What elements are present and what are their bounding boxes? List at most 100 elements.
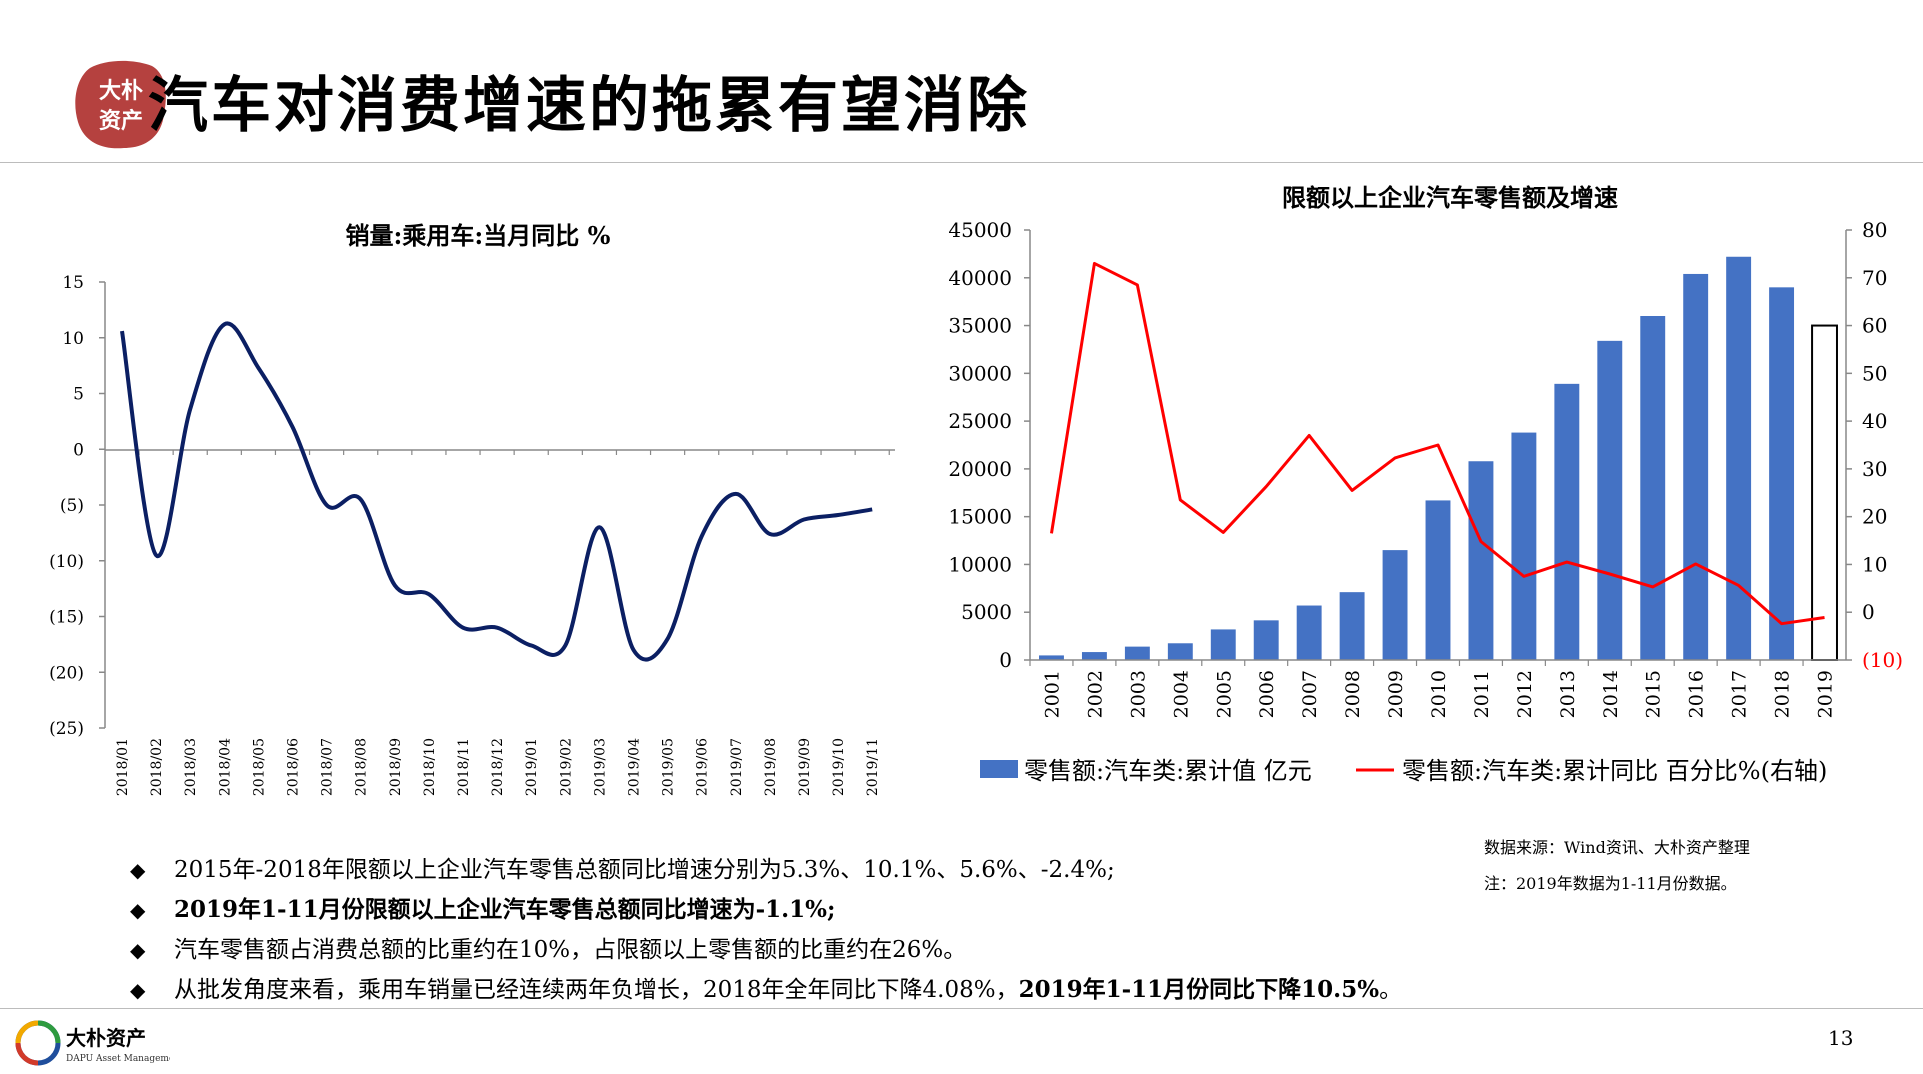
retail-bar	[1726, 256, 1752, 660]
retail-yoy-line	[1049, 261, 1825, 626]
left-y-tick-label: (5)	[60, 496, 84, 516]
left-x-tick-label: 2019/04	[627, 738, 643, 796]
retail-bar	[1339, 592, 1365, 660]
legend-bar-label: 零售额:汽车类:累计值 亿元	[1024, 757, 1312, 785]
retail-bar	[1039, 655, 1064, 660]
retail-bar	[1210, 629, 1236, 660]
bullet-list: ◆ 2015年-2018年限额以上企业汽车零售总额同比增速分别为5.3%、10.1…	[130, 850, 1402, 1010]
left-x-tick-label: 2018/10	[422, 738, 438, 796]
right-x-tick-label: 2014	[1600, 670, 1622, 718]
left-x-tick-label: 2019/01	[524, 738, 540, 796]
title-divider	[0, 162, 1923, 163]
retail-bar	[1081, 652, 1107, 660]
footer-divider	[0, 1008, 1923, 1009]
left-chart-title: 销量:乘用车:当月同比 %	[346, 221, 611, 250]
left-y-tick-label: (20)	[49, 663, 84, 683]
right-x-tick-label: 2019	[1815, 670, 1837, 718]
left-x-tick-label: 2019/02	[558, 738, 574, 796]
right-right-tick-label: (10)	[1862, 648, 1903, 672]
right-x-tick-label: 2003	[1127, 670, 1149, 718]
left-x-tick-label: 2019/07	[729, 738, 745, 796]
right-left-tick-label: 40000	[948, 266, 1012, 290]
bullet-diamond-icon: ◆	[130, 978, 146, 1002]
left-x-tick-label: 2018/11	[456, 738, 472, 796]
right-x-tick-label: 2002	[1084, 670, 1106, 718]
seal-text-bottom: 资产	[99, 108, 143, 134]
right-x-tick-label: 2007	[1299, 670, 1321, 718]
right-chart-title: 限额以上企业汽车零售额及增速	[1282, 183, 1618, 212]
right-x-tick-label: 2001	[1041, 670, 1063, 718]
right-x-tick-label: 2017	[1729, 670, 1751, 718]
left-x-tick-label: 2018/05	[251, 738, 267, 796]
bullet-text: 2019年1-11月份限额以上企业汽车零售总额同比增速为-1.1%;	[174, 896, 836, 923]
right-left-tick-label: 20000	[948, 457, 1012, 481]
left-x-tick-label: 2018/07	[320, 738, 336, 796]
bullet-item: ◆ 从批发角度来看，乘用车销量已经连续两年负增长，2018年全年同比下降4.08%…	[130, 970, 1402, 1010]
left-x-tick-label: 2019/11	[865, 738, 881, 796]
retail-bar	[1769, 287, 1795, 660]
bullet-text: 从批发角度来看，乘用车销量已经连续两年负增长，2018年全年同比下降4.08%，	[174, 977, 1019, 1003]
retail-bar	[1167, 643, 1193, 660]
left-y-tick-label: 10	[62, 329, 84, 349]
left-x-tick-label: 2019/06	[695, 738, 711, 796]
right-right-tick-label: 40	[1862, 409, 1887, 433]
retail-bar	[1811, 324, 1838, 661]
left-y-tick-label: 15	[62, 273, 84, 293]
left-x-tick-label: 2019/05	[661, 738, 677, 796]
right-left-tick-label: 15000	[948, 505, 1012, 529]
right-right-tick-label: 70	[1862, 266, 1887, 290]
right-right-tick-label: 10	[1862, 552, 1887, 576]
right-left-tick-label: 35000	[948, 314, 1012, 338]
right-left-tick-label: 10000	[948, 552, 1012, 576]
right-right-tick-label: 30	[1862, 457, 1887, 481]
left-x-tick-label: 2018/06	[286, 738, 302, 796]
right-x-tick-label: 2018	[1772, 670, 1794, 718]
retail-bar	[1683, 273, 1709, 660]
left-x-tick-label: 2018/08	[354, 738, 370, 796]
left-x-tick-label: 2018/03	[183, 738, 199, 796]
right-chart: 限额以上企业汽车零售额及增速 0 5000 10000 15000 20000 25000…	[948, 183, 1903, 785]
legend-bar-swatch	[980, 760, 1018, 778]
retail-bar	[1425, 500, 1451, 660]
right-right-tick-label: 60	[1862, 314, 1887, 338]
right-right-tick-label: 80	[1862, 218, 1887, 242]
right-x-tick-label: 2013	[1557, 670, 1579, 718]
left-chart: 销量:乘用车:当月同比 % 151050(5)(10)(15)(20)(25) …	[49, 221, 895, 796]
bullet-text: 2015年-2018年限额以上企业汽车零售总额同比增速分别为5.3%、10.1%…	[174, 857, 1115, 883]
seal-text-top: 大朴	[99, 78, 143, 104]
left-y-tick-label: (25)	[49, 719, 84, 739]
right-left-tick-label: 30000	[948, 361, 1012, 385]
bullet-item: ◆ 2015年-2018年限额以上企业汽车零售总额同比增速分别为5.3%、10.1…	[130, 850, 1402, 890]
retail-bar	[1382, 550, 1408, 660]
retail-bar	[1296, 605, 1322, 660]
right-right-tick-label: 0	[1862, 600, 1875, 624]
retail-bar	[1253, 620, 1279, 660]
right-x-tick-label: 2005	[1213, 670, 1235, 718]
source-note: 数据来源：Wind资讯、大朴资产整理 注：2019年数据为1-11月份数据。	[1484, 830, 1750, 902]
right-left-tick-label: 45000	[948, 218, 1012, 242]
retail-bar	[1124, 646, 1150, 660]
right-x-tick-label: 2008	[1342, 670, 1364, 718]
right-x-tick-label: 2010	[1428, 670, 1450, 718]
left-x-tick-label: 2018/12	[490, 738, 506, 796]
bullet-text-bold: 2019年1-11月份同比下降10.5%	[1018, 976, 1380, 1003]
left-x-tick-label: 2019/10	[831, 738, 847, 796]
left-y-tick-label: (15)	[49, 608, 84, 628]
legend-line-label: 零售额:汽车类:累计同比 百分比%(右轴)	[1402, 757, 1827, 785]
left-sales-yoy-line	[120, 321, 873, 662]
left-y-tick-label: (10)	[49, 552, 84, 572]
retail-bar	[1511, 432, 1537, 660]
retail-bar	[1468, 461, 1494, 660]
retail-bar	[1640, 316, 1666, 660]
bullet-diamond-icon: ◆	[130, 898, 146, 922]
page-number: 13	[1828, 1026, 1854, 1050]
right-x-tick-label: 2011	[1471, 670, 1493, 718]
left-y-tick-label: 0	[73, 440, 84, 460]
company-logo: 大朴资产 DAPU Asset Management	[15, 1020, 170, 1066]
bullet-item: ◆ 2019年1-11月份限额以上企业汽车零售总额同比增速为-1.1%;	[130, 890, 1402, 930]
left-x-tick-label: 2019/03	[592, 738, 608, 796]
right-x-tick-label: 2004	[1170, 670, 1192, 718]
left-x-tick-label: 2018/01	[115, 738, 131, 796]
data-source: 数据来源：Wind资讯、大朴资产整理	[1484, 838, 1750, 857]
bullet-text: 汽车零售额占消费总额的比重约在10%，占限额以上零售额的比重约在26%。	[174, 937, 967, 963]
